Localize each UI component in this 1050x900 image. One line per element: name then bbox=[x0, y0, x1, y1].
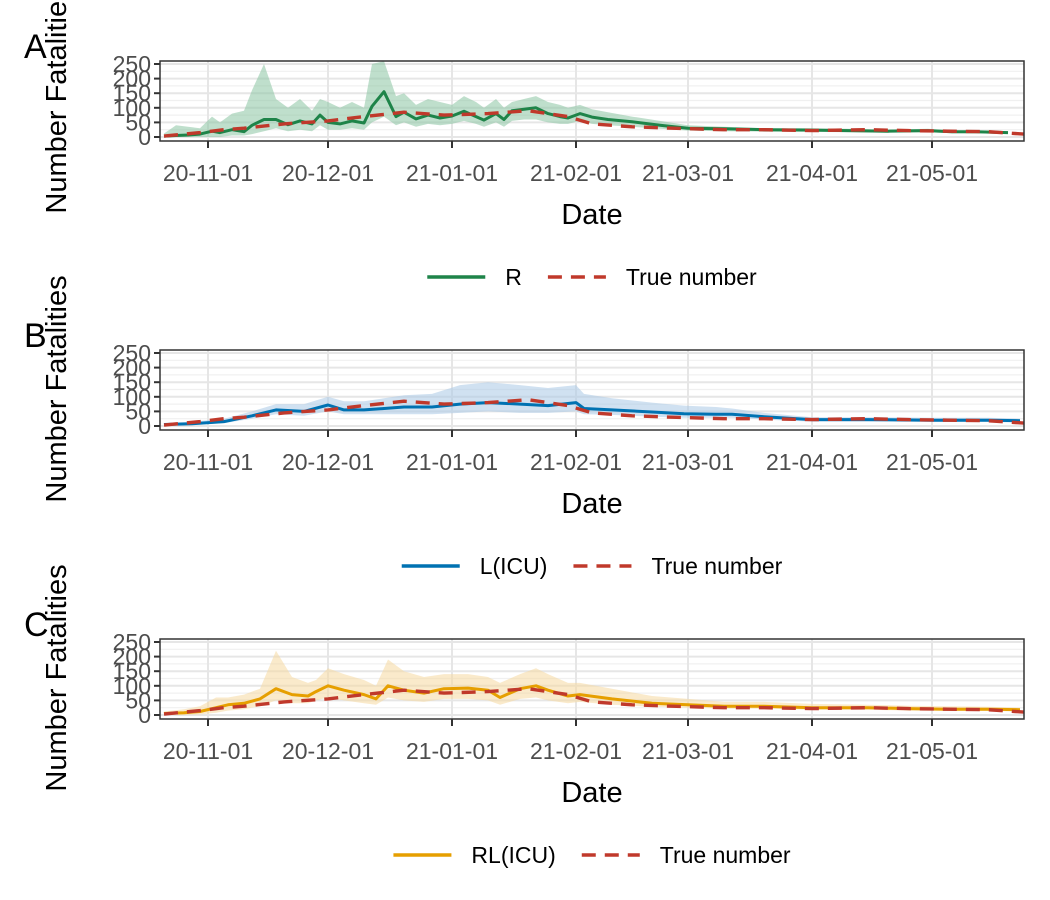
x-tick-label: 21-01-01 bbox=[406, 738, 498, 764]
legend-label: True number bbox=[660, 842, 791, 868]
x-tick-label: 21-02-01 bbox=[530, 738, 622, 764]
x-tick-label: 21-03-01 bbox=[642, 160, 734, 186]
y-tick-label: 250 bbox=[113, 51, 151, 77]
panel-letter: A bbox=[24, 28, 47, 66]
x-tick-label: 21-03-01 bbox=[642, 449, 734, 475]
y-tick-label: 250 bbox=[113, 629, 151, 655]
x-tick-label: 20-11-01 bbox=[163, 449, 253, 475]
y-tick-label: 50 bbox=[125, 398, 151, 424]
y-tick-label: 100 bbox=[113, 384, 151, 410]
x-tick-label: 20-12-01 bbox=[282, 449, 374, 475]
x-axis-label: Date bbox=[561, 488, 622, 520]
legend: R True number bbox=[427, 264, 757, 290]
y-tick-label: 200 bbox=[113, 66, 151, 92]
legend: L(ICU) True number bbox=[401, 553, 783, 579]
plot-border bbox=[159, 60, 1025, 142]
series-line-true bbox=[163, 108, 1025, 138]
x-tick-label: 21-01-01 bbox=[406, 160, 498, 186]
y-tick-label: 150 bbox=[113, 80, 151, 106]
x-tick-label: 20-11-01 bbox=[163, 160, 253, 186]
legend-label: RL(ICU) bbox=[471, 842, 555, 868]
y-tick-label: 250 bbox=[113, 340, 151, 366]
y-tick-label: 0 bbox=[138, 702, 151, 728]
x-tick-label: 21-05-01 bbox=[886, 738, 978, 764]
x-tick-label: 21-01-01 bbox=[406, 449, 498, 475]
plot-border bbox=[159, 349, 1025, 431]
y-tick-label: 200 bbox=[113, 355, 151, 381]
x-tick-label: 21-05-01 bbox=[886, 160, 978, 186]
y-tick-label: 0 bbox=[138, 124, 151, 150]
y-axis-label: Number Fatalities bbox=[41, 275, 73, 502]
y-tick-label: 50 bbox=[125, 687, 151, 713]
x-axis-label: Date bbox=[561, 777, 622, 809]
y-tick-label: 100 bbox=[113, 673, 151, 699]
legend: RL(ICU) True number bbox=[393, 842, 791, 868]
x-axis-label: Date bbox=[561, 199, 622, 231]
series-line-true bbox=[163, 687, 1025, 716]
y-axis-label: Number Fatalities bbox=[41, 564, 73, 791]
y-tick-label: 0 bbox=[138, 413, 151, 439]
confidence-band bbox=[164, 650, 1020, 715]
plot-border bbox=[159, 638, 1025, 720]
x-tick-label: 21-02-01 bbox=[530, 449, 622, 475]
legend-label: R bbox=[505, 264, 522, 290]
legend-label: True number bbox=[651, 553, 782, 579]
series-line-model bbox=[163, 401, 1021, 426]
y-tick-label: 150 bbox=[113, 658, 151, 684]
x-tick-label: 20-12-01 bbox=[282, 160, 374, 186]
x-tick-label: 21-04-01 bbox=[766, 160, 858, 186]
y-tick-label: 150 bbox=[113, 369, 151, 395]
y-tick-label: 50 bbox=[125, 109, 151, 135]
x-tick-label: 21-04-01 bbox=[766, 449, 858, 475]
x-tick-label: 21-03-01 bbox=[642, 738, 734, 764]
confidence-band bbox=[164, 61, 1008, 137]
series-line-true bbox=[163, 398, 1025, 427]
panel-letter: B bbox=[24, 317, 47, 355]
x-tick-label: 21-02-01 bbox=[530, 160, 622, 186]
legend-label: L(ICU) bbox=[480, 553, 548, 579]
x-tick-label: 20-12-01 bbox=[282, 738, 374, 764]
x-tick-label: 21-04-01 bbox=[766, 738, 858, 764]
legend-label: True number bbox=[626, 264, 757, 290]
y-tick-label: 100 bbox=[113, 95, 151, 121]
x-tick-label: 20-11-01 bbox=[163, 738, 253, 764]
y-tick-label: 200 bbox=[113, 644, 151, 670]
x-tick-label: 21-05-01 bbox=[886, 449, 978, 475]
y-axis-label: Number Fatalities bbox=[41, 0, 73, 214]
series-line-model bbox=[163, 684, 1021, 715]
panel-letter: C bbox=[24, 606, 49, 644]
confidence-band bbox=[164, 382, 1020, 426]
